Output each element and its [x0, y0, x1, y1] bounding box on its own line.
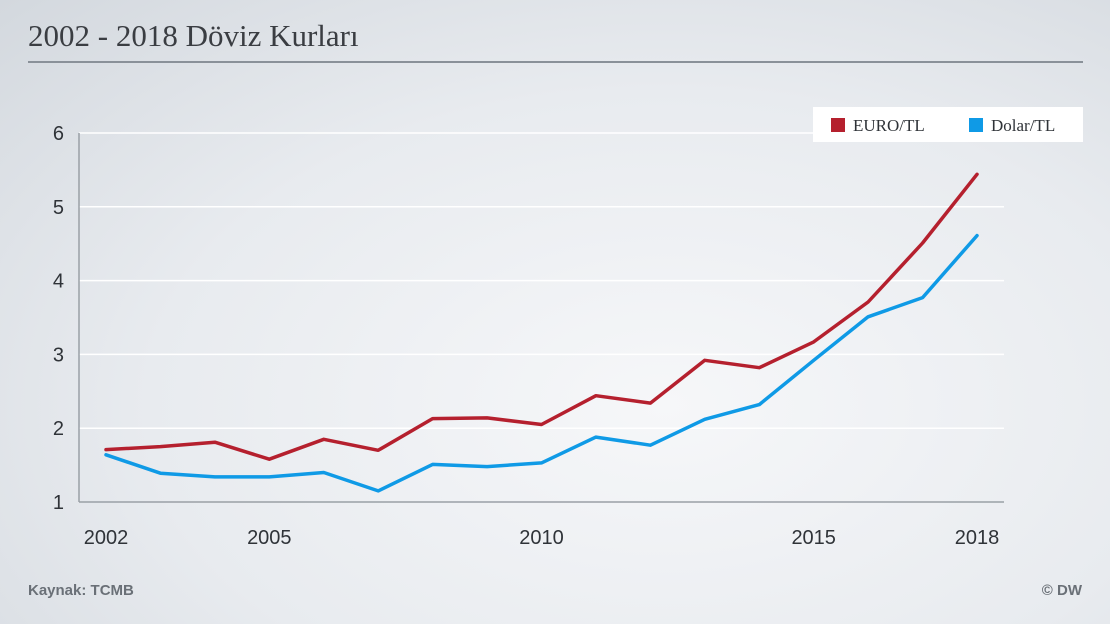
x-tick-label: 2010 [519, 527, 564, 549]
axes: 1 2 3 4 5 6 2002 2005 2010 2015 2018 [53, 123, 1004, 549]
y-tick-label: 3 [53, 344, 64, 366]
grid-lines [79, 132, 1004, 429]
series-line-euro-tl [104, 172, 979, 461]
copyright-note: © DW [1041, 582, 1082, 599]
legend-label: Dolar/TL [991, 116, 1055, 135]
y-tick-label: 2 [53, 418, 64, 440]
y-tick-label: 1 [53, 492, 64, 514]
title-divider [28, 61, 1083, 63]
legend-label: EURO/TL [853, 116, 925, 135]
series-line-dolar-tl [104, 233, 979, 493]
x-tick-label: 2005 [247, 527, 292, 549]
legend-swatch [831, 118, 845, 132]
x-tick-label: 2018 [955, 527, 1000, 549]
x-tick-label: 2015 [791, 527, 836, 549]
x-tick-label: 2002 [84, 527, 129, 549]
y-tick-label: 4 [53, 271, 64, 293]
chart-title: 2002 - 2018 Döviz Kurları [28, 18, 359, 53]
series-lines [104, 172, 979, 493]
y-tick-label: 5 [53, 197, 64, 219]
source-note: Kaynak: TCMB [28, 582, 134, 599]
legend-swatch [969, 118, 983, 132]
y-tick-label: 6 [53, 123, 64, 145]
legend-box [813, 107, 1083, 142]
legend: EURO/TL Dolar/TL [813, 107, 1083, 142]
